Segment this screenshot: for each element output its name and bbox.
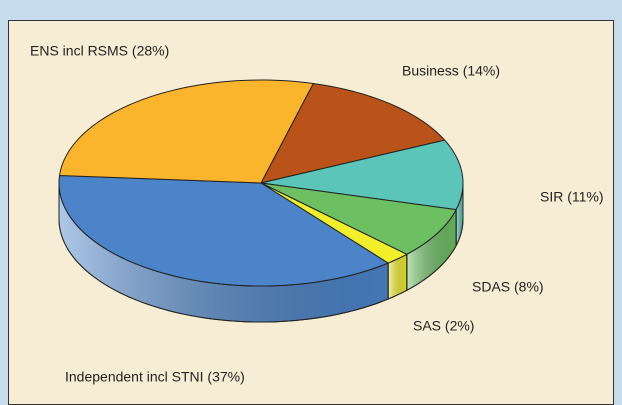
- pie-slice: [58, 174, 389, 287]
- slice-label: SAS (2%): [413, 318, 474, 334]
- pie-slice: [260, 182, 457, 255]
- pie-slice: [260, 139, 464, 211]
- slice-label: SDAS (8%): [472, 279, 544, 295]
- slice-label: Independent incl STNI (37%): [65, 369, 245, 385]
- pie-slice: [59, 79, 314, 184]
- slice-label: Business (14%): [402, 63, 500, 79]
- pie-slice: [260, 182, 408, 264]
- pie-slice: [260, 83, 446, 184]
- slice-label: SIR (11%): [540, 189, 604, 205]
- slice-label: ENS incl RSMS (28%): [30, 43, 169, 59]
